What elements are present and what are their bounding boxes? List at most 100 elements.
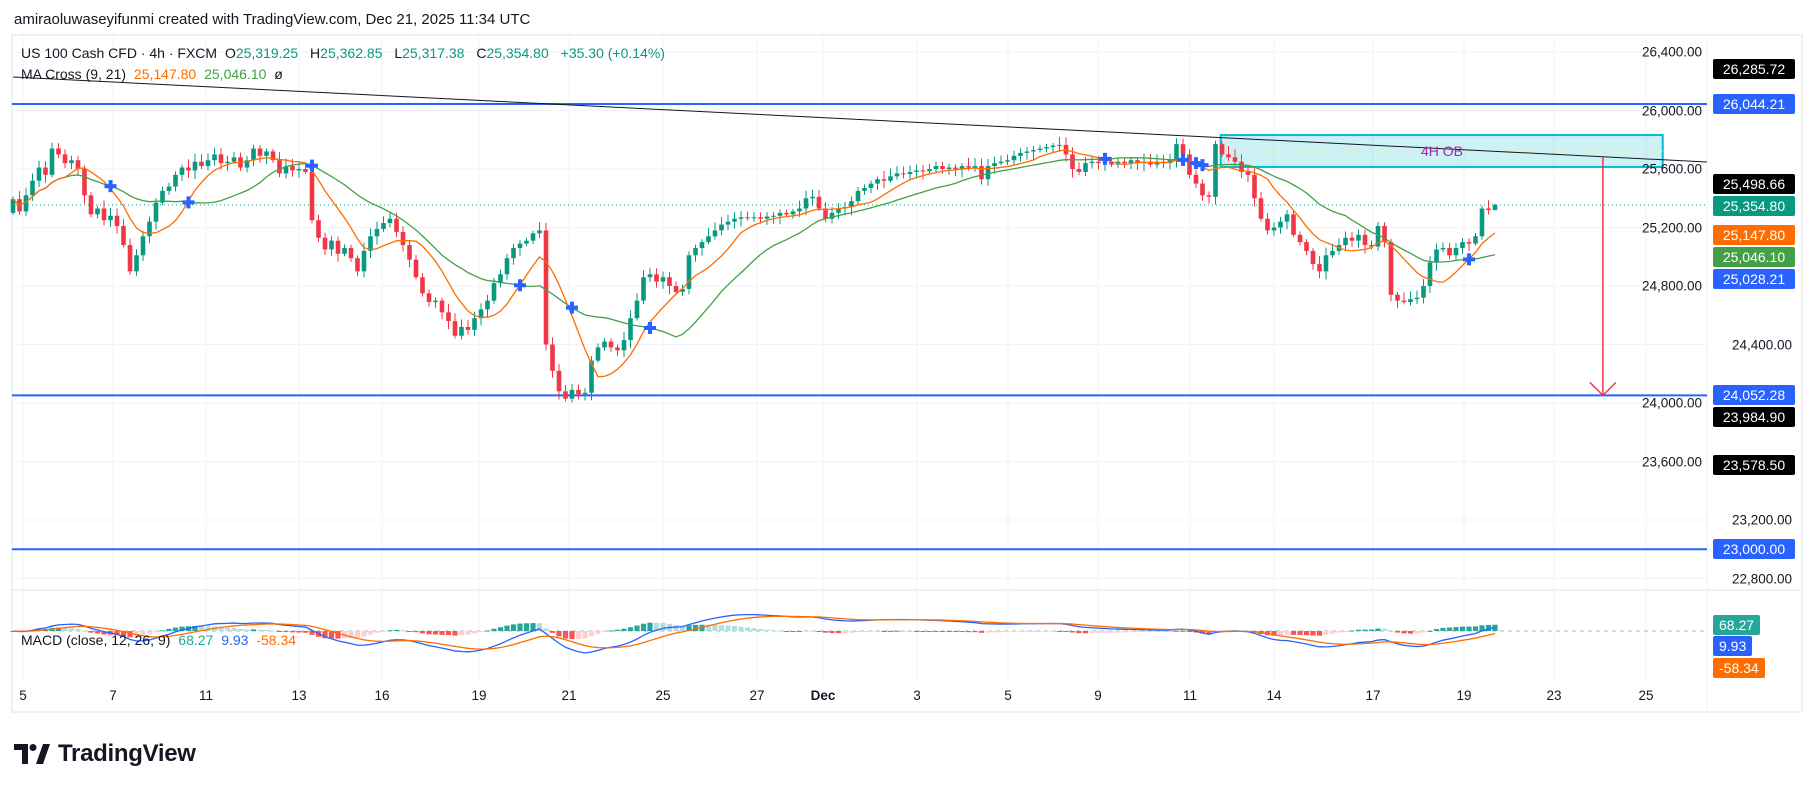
macd-histogram-bar (1329, 631, 1336, 634)
macd-histogram-bar (348, 631, 354, 638)
candle-body (413, 259, 419, 278)
candle (1031, 146, 1036, 160)
macd-histogram-bar (491, 628, 497, 631)
price-label: 26,285.72 (1713, 58, 1795, 79)
candle-body (1395, 294, 1400, 301)
candle (1076, 162, 1082, 175)
time-tick-label: 23 (1546, 688, 1562, 703)
candle-body (1479, 208, 1485, 237)
candle-body (537, 230, 542, 234)
candle-body (244, 160, 250, 168)
candle (758, 212, 763, 224)
candle (946, 163, 952, 175)
price-tick-label: 25,600.00 (1641, 161, 1702, 177)
candle-body (771, 215, 776, 217)
time-tick-label: 19 (1456, 688, 1472, 703)
macd-histogram-bar (731, 626, 738, 631)
macd-histogram-bar (874, 631, 881, 632)
candle-body (1388, 242, 1394, 295)
macd-name[interactable]: MACD (close, 12, 26, 9) (21, 632, 171, 648)
macd-histogram-bar (757, 628, 764, 631)
time-tick-label: 17 (1365, 688, 1381, 703)
macd-histogram-bar (1024, 631, 1030, 632)
candle-body (309, 171, 315, 221)
candle-body (1226, 154, 1231, 158)
candle (628, 310, 633, 349)
macd-histogram-bar (1076, 631, 1082, 634)
macd-histogram-bar (1316, 631, 1323, 636)
candle-body (634, 300, 640, 319)
candle-body (127, 245, 133, 272)
candle-body (1252, 174, 1257, 199)
macd-histogram-bar (718, 625, 725, 631)
candle-body (342, 247, 347, 254)
macd-histogram-bar (140, 631, 146, 636)
symbol-name[interactable]: US 100 Cash CFD · 4h · FXCM (21, 45, 218, 61)
macd-legend[interactable]: MACD (close, 12, 26, 9) 68.27 9.93 -58.3… (21, 632, 300, 648)
candle (543, 222, 549, 351)
candle (1479, 205, 1485, 240)
candle-body (426, 293, 432, 303)
candle (790, 208, 796, 219)
candle (49, 142, 55, 178)
time-tick-label: 11 (1182, 688, 1198, 703)
candle (199, 154, 204, 170)
macd-histogram-bar (88, 631, 94, 633)
macd-histogram-bar (1004, 631, 1011, 633)
ma-slow-value: 25,046.10 (204, 66, 267, 82)
macd-histogram-bar (978, 631, 985, 633)
time-tick-label: 13 (291, 688, 307, 703)
macd-histogram-bar (62, 627, 68, 631)
candle-body (985, 166, 991, 180)
macd-histogram-bar (738, 626, 744, 631)
candle (1044, 143, 1049, 153)
candle-body (43, 167, 48, 175)
candle (153, 197, 159, 230)
ma-cross-name[interactable]: MA Cross (9, 21) (21, 66, 127, 82)
candle-body (69, 160, 74, 164)
candle (660, 271, 666, 289)
macd-histogram-bar (400, 630, 406, 632)
candle-body (400, 231, 406, 246)
macd-histogram-bar (1420, 631, 1427, 633)
ma-fast-value: 25,147.80 (133, 66, 197, 82)
candle-body (1323, 255, 1329, 272)
candle-body (563, 391, 568, 399)
symbol-legend[interactable]: US 100 Cash CFD · 4h · FXCM O25,319.25 H… (21, 45, 673, 61)
ma-cross-marker-icon (1196, 159, 1209, 172)
macd-histogram-bar (322, 631, 328, 639)
candle-body (1310, 250, 1316, 265)
projection-arrow (1589, 157, 1617, 397)
macd-histogram-bar (1063, 631, 1069, 632)
candle-body (1213, 144, 1218, 197)
macd-signal-value: -58.34 (256, 632, 297, 648)
candle (992, 156, 997, 174)
candle (498, 269, 503, 288)
time-tick-label: 16 (374, 688, 390, 703)
candle (335, 236, 341, 262)
close-label: C (476, 45, 487, 61)
candle (1193, 170, 1199, 189)
macd-histogram-bar (335, 631, 341, 639)
macd-histogram-bar (1479, 625, 1485, 631)
candle (69, 155, 74, 170)
macd-histogram-bar (764, 629, 770, 631)
candle-body (673, 286, 679, 292)
candle-body (862, 188, 867, 191)
macd-histogram-bar (1037, 631, 1043, 632)
tradingview-logo[interactable]: TradingView (14, 740, 196, 768)
candle-body (1187, 154, 1192, 175)
macd-histogram-bar (127, 631, 133, 638)
candle (641, 270, 646, 305)
ma-cross-legend[interactable]: MA Cross (9, 21) 25,147.80 25,046.10 ø (21, 66, 287, 82)
candle (1447, 242, 1452, 260)
candle (212, 147, 217, 166)
candle (686, 251, 692, 295)
candle-body (550, 344, 555, 371)
ma-cross-marker-icon (1190, 157, 1202, 170)
candle-body (251, 148, 256, 161)
candle (36, 160, 42, 188)
candle-body (647, 274, 653, 278)
candle-body (699, 242, 705, 248)
